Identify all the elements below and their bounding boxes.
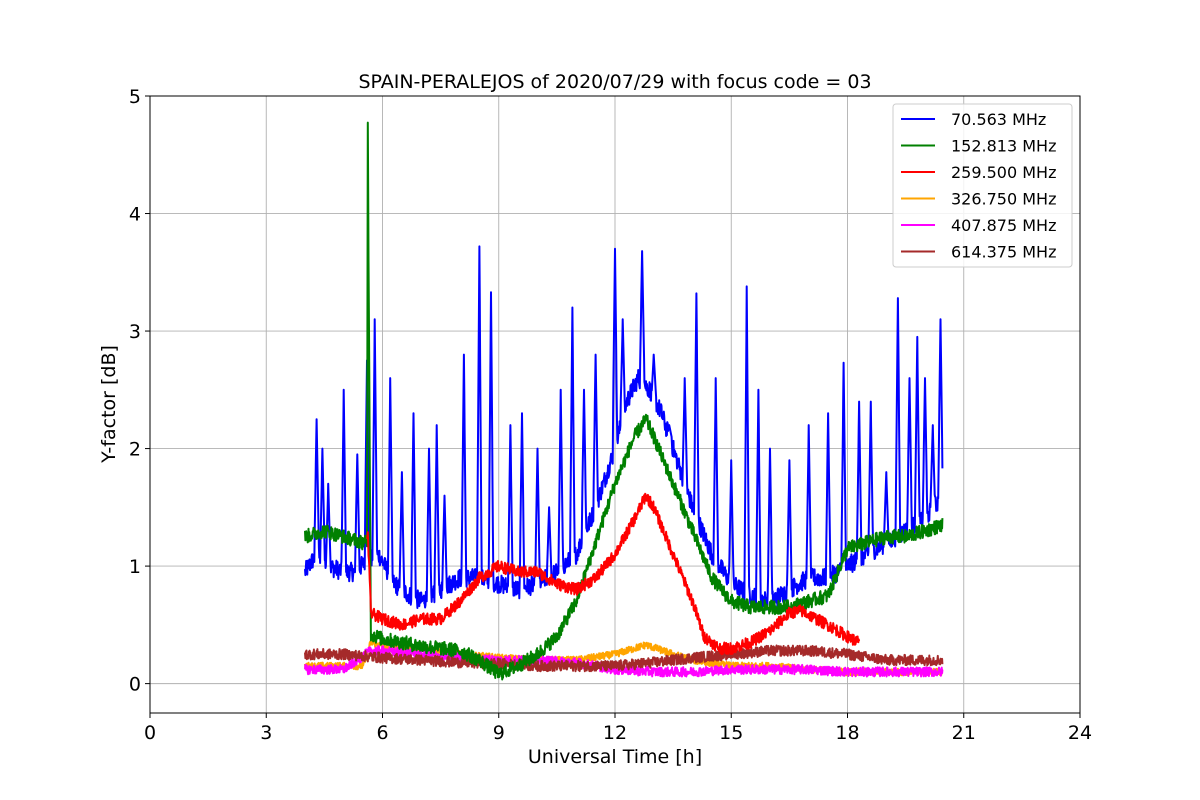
legend: 70.563 MHz 152.813 MHz 259.500 MHz 326.750 … (892, 103, 1073, 268)
y-axis-label: Y-factor [dB] (98, 345, 120, 464)
x-tick-label: 9 (493, 722, 505, 744)
x-tick-label: 6 (376, 722, 388, 744)
x-axis-label: Universal Time [h] (528, 746, 702, 768)
x-tick-label: 24 (1068, 722, 1092, 744)
x-tick-label: 18 (835, 722, 859, 744)
y-tick-label: 1 (129, 556, 141, 578)
legend-label: 614.375 MHz (951, 243, 1056, 262)
y-tick-label: 4 (129, 204, 141, 226)
series-layer (304, 121, 944, 681)
series-line-1 (304, 121, 944, 681)
legend-label: 326.750 MHz (951, 190, 1056, 209)
y-tick-label: 0 (129, 674, 141, 696)
x-tick-label: 15 (719, 722, 743, 744)
legend-label: 259.500 MHz (951, 163, 1056, 182)
legend-label: 70.563 MHz (951, 110, 1046, 129)
y-tick-label: 2 (129, 439, 141, 461)
x-tick-label: 12 (603, 722, 627, 744)
y-tick-label: 5 (129, 86, 141, 108)
series-line-5 (304, 644, 944, 673)
legend-box (892, 103, 1073, 268)
y-tick-label: 3 (129, 321, 141, 343)
legend-label: 407.875 MHz (951, 216, 1056, 235)
x-tick-label: 3 (260, 722, 272, 744)
x-tick-label: 21 (952, 722, 976, 744)
chart-title: SPAIN-PERALEJOS of 2020/07/29 with focus… (358, 71, 871, 93)
x-tick-label: 0 (144, 722, 156, 744)
legend-label: 152.813 MHz (951, 137, 1056, 156)
series-line-2 (366, 492, 861, 656)
